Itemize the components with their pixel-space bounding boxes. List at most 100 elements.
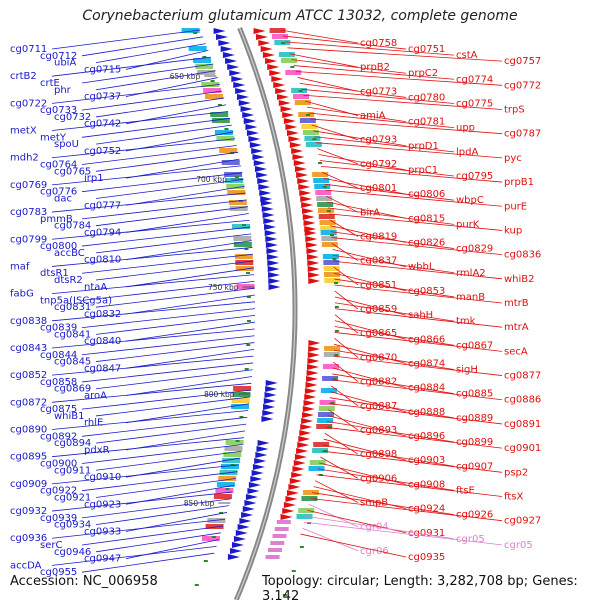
left-leader-line	[51, 138, 236, 159]
forward-feature-block	[321, 236, 338, 241]
gene-label: cg0800	[40, 241, 77, 252]
forward-strand-arrow	[307, 358, 320, 364]
left-leader-line	[125, 158, 240, 179]
gene-label: cg0936	[10, 533, 47, 544]
left-leader-line	[81, 444, 243, 464]
track-tick	[318, 162, 323, 164]
forward-strand-arrow	[292, 466, 305, 472]
track-tick	[235, 440, 240, 442]
track-tick	[244, 368, 249, 370]
right-leader-line	[295, 71, 503, 86]
forward-strand-arrow	[306, 370, 319, 376]
reverse-strand-arrow	[239, 518, 252, 524]
right-leader-line	[313, 130, 407, 147]
gene-label: trpS	[504, 105, 525, 116]
scale-tick-label: 750 kbp	[208, 283, 239, 292]
gene-label: ftsX	[504, 491, 523, 502]
reverse-strand-arrow	[263, 398, 276, 404]
reverse-feature-block	[227, 190, 246, 195]
forward-feature-block	[312, 172, 329, 177]
left-leader-line	[125, 403, 250, 424]
gene-label: cg0737	[84, 92, 121, 103]
gene-label: cg0775	[456, 98, 493, 109]
track-tick	[246, 296, 251, 298]
left-leader-line	[125, 185, 245, 206]
left-leader-line	[125, 49, 209, 70]
gene-label: cg0896	[408, 431, 445, 442]
forward-strand-arrow	[265, 58, 278, 64]
gene-label: cg0934	[54, 520, 91, 531]
reverse-strand-arrow	[263, 404, 276, 410]
track-tick	[330, 402, 335, 404]
gene-label: cg0892	[40, 431, 77, 442]
forward-feature-block	[271, 34, 288, 39]
gene-label: cg0927	[504, 516, 541, 527]
rna-gene-block	[265, 555, 280, 559]
gene-label: cstA	[456, 50, 478, 61]
gene-label: spoU	[54, 139, 79, 150]
right-leader-line	[291, 59, 407, 74]
gene-label: cg0836	[504, 250, 541, 261]
gene-label: wbpC	[456, 195, 484, 206]
right-leader-line	[308, 112, 455, 129]
left-leader-line	[95, 151, 239, 172]
right-leader-line	[331, 237, 503, 256]
reverse-feature-block	[203, 88, 222, 93]
forward-strand-arrow	[267, 64, 280, 70]
gene-label: metY	[40, 132, 67, 143]
right-leader-line	[332, 367, 407, 389]
forward-strand-arrow	[255, 34, 268, 40]
gene-label: cg0840	[84, 336, 121, 347]
reverse-feature-block	[205, 94, 223, 99]
forward-strand-arrow	[304, 394, 317, 400]
left-leader-line	[95, 233, 252, 254]
gene-label: cg0866	[408, 334, 445, 345]
gene-label: rhlE	[84, 418, 103, 429]
left-leader-line	[81, 90, 223, 111]
gene-label: cg0853	[408, 286, 445, 297]
gene-label: cg0806	[408, 189, 445, 200]
reverse-strand-arrow	[233, 536, 246, 542]
reverse-strand-arrow	[264, 392, 277, 398]
forward-strand-arrow	[293, 460, 306, 466]
forward-feature-block	[317, 208, 334, 213]
left-leader-line	[125, 267, 254, 288]
gene-label: purK	[456, 219, 480, 230]
reverse-feature-block	[216, 136, 235, 141]
gene-label: mtrB	[504, 298, 529, 309]
gene-label: cg0867	[456, 340, 493, 351]
gene-label: cg0780	[408, 92, 445, 103]
gene-label: irp1	[84, 173, 104, 184]
reverse-strand-arrow	[265, 242, 278, 248]
right-leader-line	[334, 302, 455, 322]
track-tick	[334, 354, 339, 356]
forward-strand-arrow	[297, 178, 310, 184]
right-leader-line	[302, 527, 359, 552]
right-leader-line	[334, 284, 503, 304]
gene-label: cg0898	[360, 449, 397, 460]
topology-text: Topology: circular; Length: 3,282,708 bp…	[262, 574, 578, 600]
left-leader-line	[95, 97, 225, 118]
forward-strand-arrow	[307, 266, 320, 272]
reverse-feature-block	[222, 458, 241, 463]
reverse-strand-arrow	[264, 230, 277, 236]
gene-label: cg0882	[360, 377, 397, 388]
forward-feature-block	[316, 424, 333, 429]
forward-strand-arrow	[296, 448, 309, 454]
gene-label: cg0751	[408, 44, 445, 55]
reverse-feature-block	[213, 494, 232, 499]
gene-label: cg0795	[456, 171, 493, 182]
forward-strand-arrow	[307, 364, 320, 370]
gene-label: cg0847	[84, 363, 121, 374]
track-tick	[323, 450, 328, 452]
gene-label: birA	[360, 207, 380, 218]
right-leader-line	[314, 480, 359, 503]
reverse-strand-arrow	[233, 82, 246, 88]
right-leader-line	[328, 213, 503, 231]
left-leader-line	[81, 525, 224, 546]
gene-label: cg0922	[40, 486, 77, 497]
left-leader-line	[95, 342, 255, 362]
forward-feature-block	[319, 400, 336, 405]
gene-label: maf	[10, 261, 30, 272]
left-leader-line	[95, 260, 254, 281]
